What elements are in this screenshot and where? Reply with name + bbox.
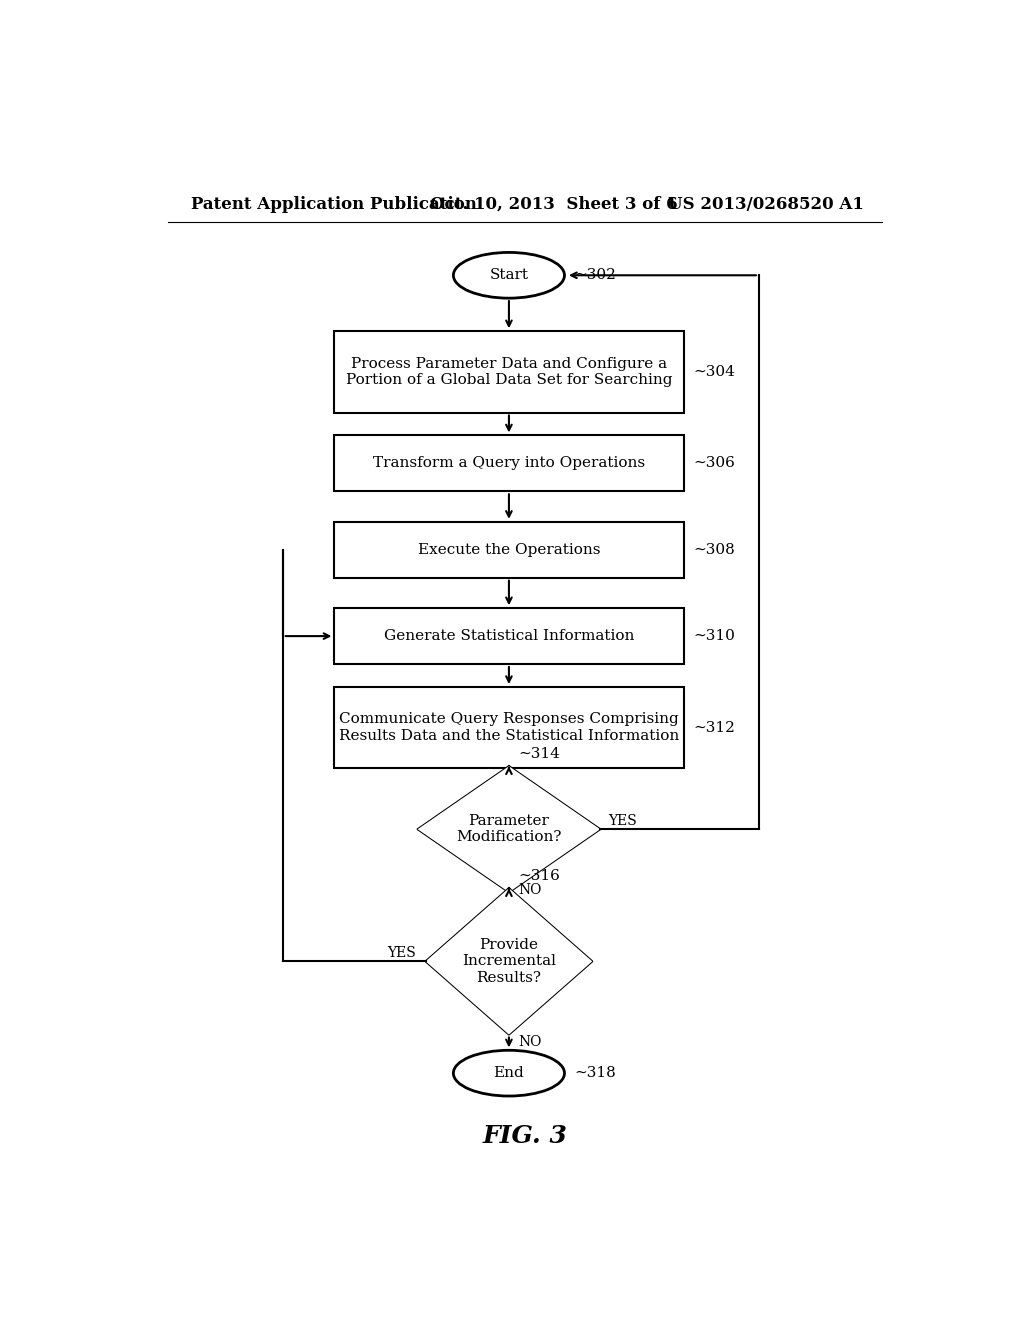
Text: Process Parameter Data and Configure a
Portion of a Global Data Set for Searchin: Process Parameter Data and Configure a P… [346, 356, 672, 387]
Text: ∼304: ∼304 [693, 364, 735, 379]
Text: Execute the Operations: Execute the Operations [418, 543, 600, 557]
Text: NO: NO [518, 1035, 542, 1049]
Ellipse shape [454, 252, 564, 298]
Text: NO: NO [518, 883, 542, 898]
Text: YES: YES [387, 946, 416, 960]
Ellipse shape [454, 1051, 564, 1096]
Text: US 2013/0268520 A1: US 2013/0268520 A1 [668, 195, 863, 213]
Text: ∼316: ∼316 [518, 869, 560, 883]
Text: Transform a Query into Operations: Transform a Query into Operations [373, 457, 645, 470]
Polygon shape [418, 766, 600, 892]
Text: Parameter
Modification?: Parameter Modification? [456, 814, 562, 845]
FancyBboxPatch shape [334, 609, 684, 664]
FancyBboxPatch shape [334, 436, 684, 491]
FancyBboxPatch shape [334, 521, 684, 578]
Text: ∼318: ∼318 [574, 1067, 615, 1080]
Text: Oct. 10, 2013  Sheet 3 of 6: Oct. 10, 2013 Sheet 3 of 6 [430, 195, 677, 213]
FancyBboxPatch shape [334, 331, 684, 412]
Polygon shape [426, 888, 592, 1035]
FancyBboxPatch shape [334, 686, 684, 768]
Text: FIG. 3: FIG. 3 [482, 1125, 567, 1148]
Text: ∼312: ∼312 [693, 721, 735, 735]
Text: Start: Start [489, 268, 528, 282]
Text: ∼314: ∼314 [518, 747, 560, 762]
Text: ∼306: ∼306 [693, 457, 735, 470]
Text: Communicate Query Responses Comprising
Results Data and the Statistical Informat: Communicate Query Responses Comprising R… [339, 713, 679, 743]
Text: ∼302: ∼302 [574, 268, 615, 282]
Text: Patent Application Publication: Patent Application Publication [191, 195, 477, 213]
Text: ∼310: ∼310 [693, 630, 735, 643]
Text: YES: YES [608, 814, 637, 828]
Text: Provide
Incremental
Results?: Provide Incremental Results? [462, 939, 556, 985]
Text: Generate Statistical Information: Generate Statistical Information [384, 630, 634, 643]
Text: ∼308: ∼308 [693, 543, 735, 557]
Text: End: End [494, 1067, 524, 1080]
